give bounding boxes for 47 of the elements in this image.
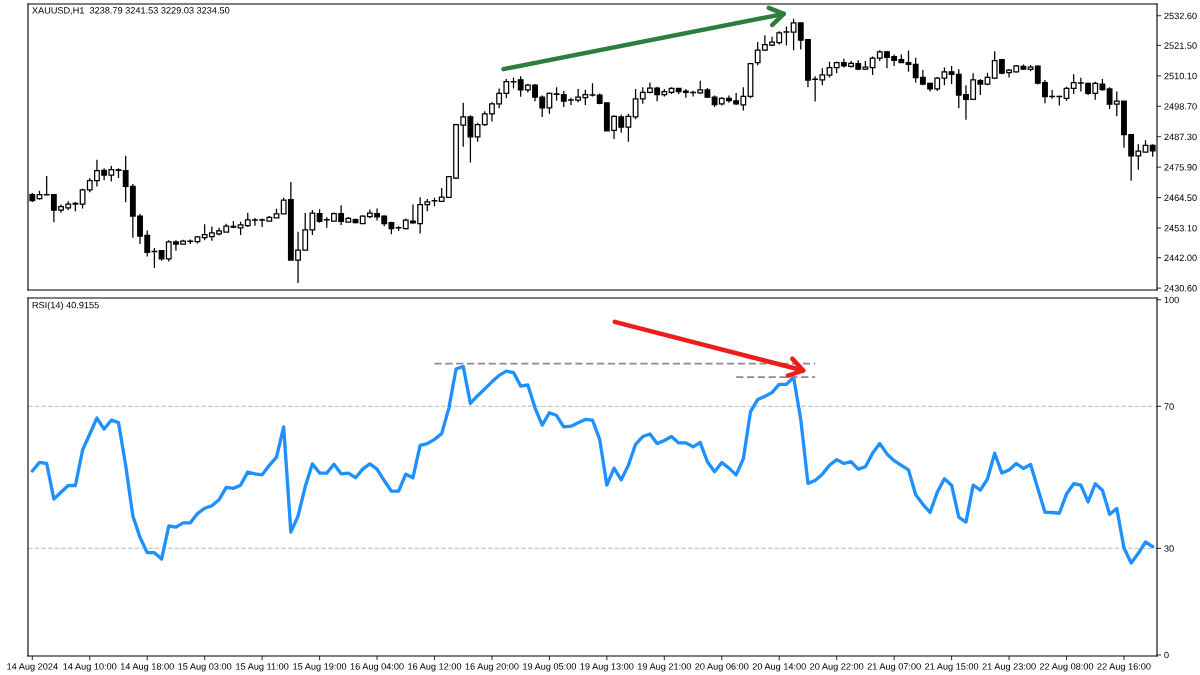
- line-series: [30, 364, 1155, 565]
- x-tick-label: 22 Aug 16:00: [1097, 663, 1151, 672]
- x-tick-label: 20 Aug 14:00: [752, 663, 806, 672]
- candlestick: [1142, 139, 1149, 154]
- x-tick-label: 21 Aug 23:00: [982, 663, 1036, 672]
- y-tick-label: 2453.10: [1164, 224, 1197, 232]
- x-tick-label: 16 Aug 04:00: [350, 663, 404, 672]
- y-tick-label: 2475.90: [1164, 164, 1197, 171]
- x-tick-label: 19 Aug 21:00: [638, 663, 691, 672]
- y-tick-label: 2498.70: [1164, 103, 1197, 110]
- chart-title: RSI(14) 40.9155: [32, 301, 99, 311]
- x-tick-label: 15 Aug 19:00: [293, 663, 347, 672]
- x-tick-label: 14 Aug 10:00: [63, 663, 117, 672]
- candlestick: [431, 197, 438, 207]
- candlestick: [905, 49, 912, 73]
- candlestick: [36, 190, 43, 201]
- y-tick-label: 2430.60: [1164, 285, 1197, 292]
- candlestick: [984, 72, 991, 86]
- y-tick-label: 30: [1164, 545, 1174, 552]
- x-tick-label: 22 Aug 08:00: [1039, 663, 1094, 672]
- x-tick-label: 16 Aug 20:00: [465, 663, 519, 672]
- y-tick-label: 2487.30: [1164, 133, 1197, 141]
- y-tick-label: 70: [1164, 403, 1174, 410]
- y-tick-label: 2532.60: [1164, 12, 1197, 20]
- y-tick-label: 100: [1164, 296, 1179, 304]
- y-tick-label: 2510.10: [1164, 72, 1197, 80]
- x-tick-label: 15 Aug 03:00: [178, 663, 232, 672]
- candlestick: [115, 167, 122, 179]
- y-tick-label: 2521.50: [1164, 42, 1197, 49]
- x-tick-label: 20 Aug 06:00: [695, 663, 749, 672]
- x-tick-label: 16 Aug 12:00: [408, 663, 462, 672]
- chart-title: XAUUSD,H1 3238.79 3241.53 3229.03 3234.50: [32, 7, 230, 15]
- candlestick: [589, 82, 596, 98]
- x-tick-label: 20 Aug 22:00: [810, 663, 864, 672]
- x-tick-label: 21 Aug 15:00: [925, 663, 979, 672]
- y-tick-label: 2464.50: [1164, 194, 1197, 202]
- candlestick: [273, 208, 280, 220]
- x-tick-label: 15 Aug 11:00: [236, 663, 289, 672]
- x-tick-label: 21 Aug 07:00: [867, 663, 921, 672]
- candlestick: [510, 76, 517, 90]
- x-tick-label: 14 Aug 18:00: [120, 663, 174, 672]
- x-tick-label: 19 Aug 05:00: [523, 663, 577, 672]
- y-tick-label: 0: [1164, 651, 1169, 659]
- candlestick: [826, 61, 833, 79]
- x-tick-label: 14 Aug 2024: [7, 663, 58, 672]
- x-tick-label: 19 Aug 13:00: [580, 663, 634, 672]
- y-tick-label: 2442.00: [1164, 254, 1197, 262]
